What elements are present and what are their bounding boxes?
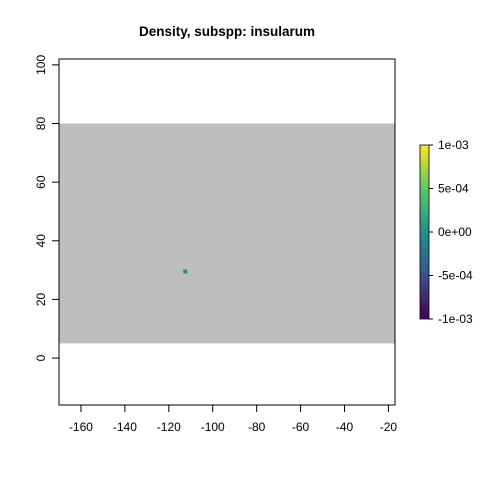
colorbar-tick-label: -5e-04 xyxy=(438,269,473,283)
raster-layer xyxy=(59,123,395,344)
x-tick-label: -140 xyxy=(113,420,137,434)
y-tick-label: 20 xyxy=(34,292,48,306)
x-tick-label: -60 xyxy=(292,420,310,434)
x-tick-label: -160 xyxy=(69,420,93,434)
colorbar-legend: 1e-03 5e-04 0e+00 -5e-04 -1e-03 xyxy=(419,138,473,326)
density-cells xyxy=(183,269,188,274)
y-tick-label: 60 xyxy=(34,175,48,189)
x-tick-label: -100 xyxy=(201,420,225,434)
y-tick-label: 100 xyxy=(34,55,48,75)
y-tick-label: 80 xyxy=(34,117,48,131)
x-tick-label: -20 xyxy=(380,420,398,434)
chart-title: Density, subspp: insularum xyxy=(139,24,315,39)
colorbar-tick-label: -1e-03 xyxy=(438,312,473,326)
x-tick-label: -80 xyxy=(248,420,266,434)
colorbar-gradient xyxy=(419,144,430,320)
y-tick-label: 0 xyxy=(34,354,48,361)
raster-na-area xyxy=(59,123,395,344)
colorbar-tick-label: 5e-04 xyxy=(438,182,469,196)
colorbar-tick-label: 1e-03 xyxy=(438,138,469,152)
x-tick-label: -40 xyxy=(336,420,354,434)
colorbar-tick-label: 0e+00 xyxy=(438,225,472,239)
density-cell xyxy=(183,269,188,274)
x-tick-label: -120 xyxy=(157,420,181,434)
y-tick-label: 40 xyxy=(34,234,48,248)
colorbar-ticks: 1e-03 5e-04 0e+00 -5e-04 -1e-03 xyxy=(429,138,473,326)
x-axis: -160 -140 -120 -100 -80 -60 -40 -20 xyxy=(69,404,398,434)
y-axis: 0 20 40 60 80 100 xyxy=(34,55,60,361)
